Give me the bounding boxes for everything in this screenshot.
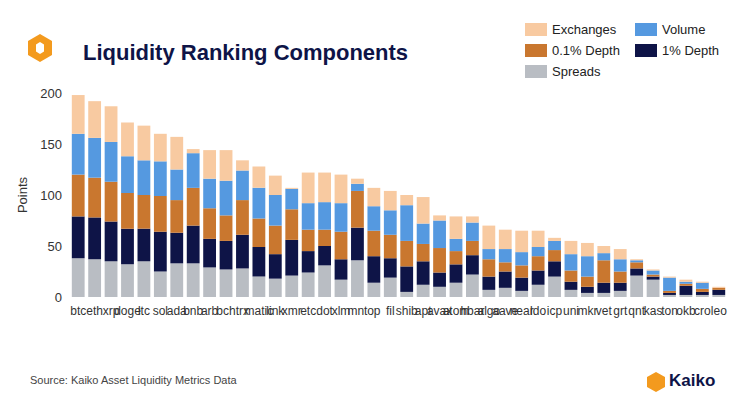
svg-text:doge: doge	[114, 304, 141, 318]
svg-text:150: 150	[40, 137, 62, 152]
svg-text:mkr: mkr	[577, 304, 597, 318]
svg-text:aave: aave	[492, 304, 519, 318]
svg-text:sol: sol	[153, 304, 168, 318]
svg-text:avax: avax	[426, 304, 453, 318]
svg-text:link: link	[266, 304, 285, 318]
svg-text:cro: cro	[694, 304, 711, 318]
svg-text:shib: shib	[395, 304, 418, 318]
svg-text:Source: Kaiko Asset Liquidity: Source: Kaiko Asset Liquidity Metrics Da…	[30, 374, 238, 386]
svg-text:btc: btc	[70, 304, 86, 318]
svg-text:leo: leo	[711, 304, 727, 318]
svg-text:algo: algo	[477, 304, 501, 318]
svg-text:arb: arb	[200, 304, 219, 318]
svg-text:ldo: ldo	[530, 304, 546, 318]
svg-text:grt: grt	[613, 304, 628, 318]
svg-text:etc: etc	[300, 304, 316, 318]
svg-text:apt: apt	[414, 304, 432, 318]
svg-text:0: 0	[55, 290, 62, 305]
svg-text:hbar: hbar	[460, 304, 485, 318]
svg-text:xrp: xrp	[102, 304, 120, 318]
svg-text:ton: ton	[661, 304, 678, 318]
svg-text:ada: ada	[166, 304, 187, 318]
svg-text:icp: icp	[547, 304, 563, 318]
svg-text:200: 200	[40, 86, 62, 101]
svg-text:Kaiko: Kaiko	[669, 371, 715, 390]
svg-text:eth: eth	[86, 304, 103, 318]
svg-text:near: near	[509, 304, 534, 318]
svg-text:Spreads: Spreads	[552, 64, 601, 79]
svg-text:1% Depth: 1% Depth	[662, 43, 719, 58]
svg-text:Exchanges: Exchanges	[552, 22, 617, 37]
svg-text:Points: Points	[15, 176, 30, 213]
svg-text:okb: okb	[676, 304, 696, 318]
svg-text:50: 50	[48, 239, 62, 254]
svg-text:0.1% Depth: 0.1% Depth	[552, 43, 620, 58]
html-text:dot xlm: dot xlm	[316, 304, 351, 318]
svg-text:uni: uni	[563, 304, 579, 318]
svg-text:atom: atom	[442, 304, 470, 318]
svg-text:Volume: Volume	[662, 22, 705, 37]
svg-text:100: 100	[40, 188, 62, 203]
svg-text:Liquidity Ranking Components: Liquidity Ranking Components	[83, 40, 408, 65]
svg-text:trx: trx	[235, 304, 250, 318]
svg-text:vet: vet	[596, 304, 613, 318]
svg-text:xmr: xmr	[282, 304, 302, 318]
svg-text:matic: matic	[244, 304, 274, 318]
svg-text:bnb: bnb	[183, 304, 204, 318]
svg-text:fil: fil	[386, 304, 395, 318]
svg-text:qnt: qnt	[628, 304, 645, 318]
svg-text:bch: bch	[216, 304, 235, 318]
svg-text:op: op	[367, 304, 381, 318]
svg-text:kas: kas	[644, 304, 663, 318]
svg-text:ltc: ltc	[138, 304, 150, 318]
svg-text:mnt: mnt	[347, 304, 368, 318]
